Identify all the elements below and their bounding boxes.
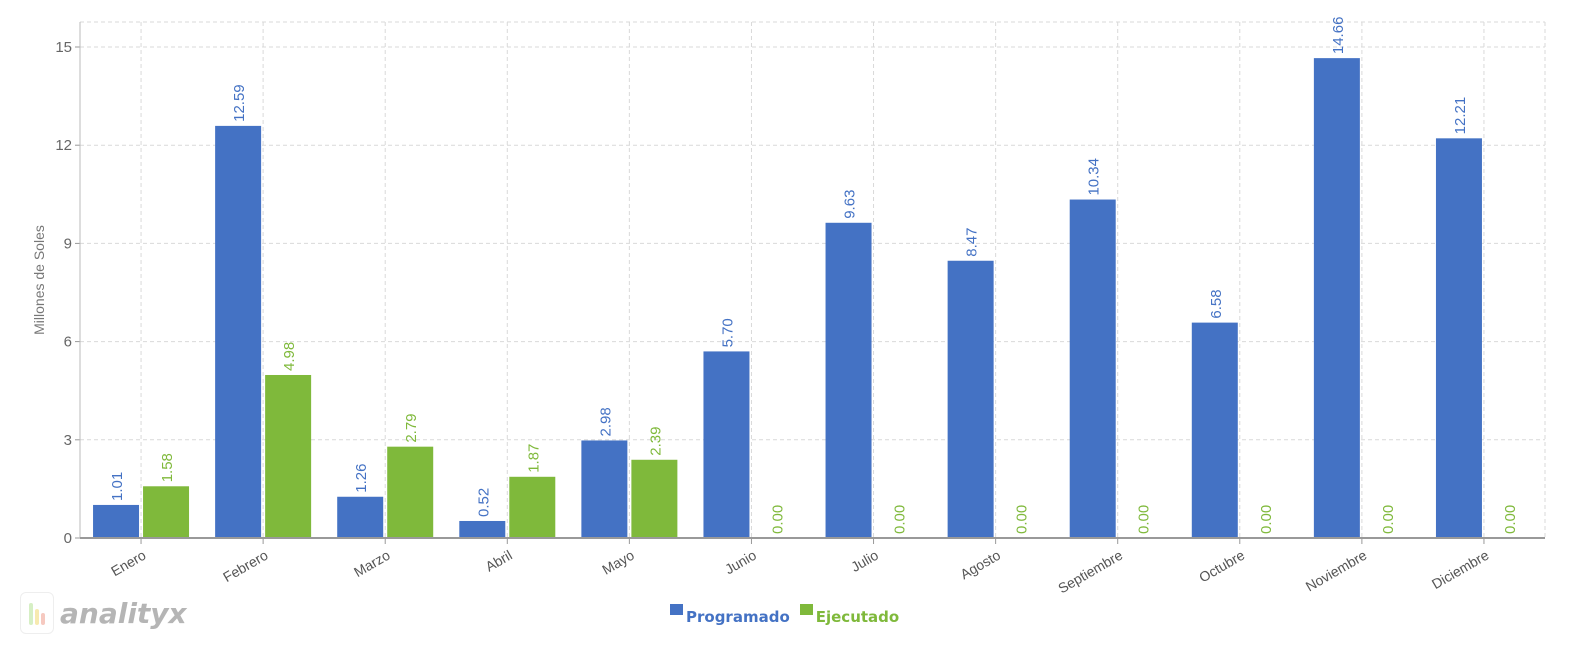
legend-swatch-ejecutado: [799, 604, 813, 615]
legend-item-programado[interactable]: Programado: [670, 604, 790, 626]
bar-ejecutado: [509, 476, 556, 538]
bar-programado: [825, 222, 872, 538]
data-label-ejecutado: 0.00: [892, 505, 909, 534]
data-label-programado: 6.58: [1208, 289, 1225, 318]
data-label-ejecutado: 4.98: [281, 342, 298, 371]
bar-programado: [581, 440, 628, 538]
data-label-ejecutado: 0.00: [769, 505, 786, 534]
bar-programado: [1313, 58, 1360, 538]
data-label-ejecutado: 0.00: [1380, 505, 1397, 534]
bar-ejecutado: [387, 446, 434, 538]
bar-ejecutado: [265, 374, 312, 538]
x-tick-label: Agosto: [957, 547, 1003, 583]
legend: Programado Ejecutado: [670, 604, 899, 626]
data-label-programado: 1.26: [353, 464, 370, 493]
bar-chart: 0 3 6 9 12 15 Millones de Soles 1.01 1.58 Enero 12…: [31, 17, 1546, 597]
logo-icon: [20, 592, 54, 634]
legend-label-programado: Programado: [686, 608, 790, 626]
y-axis-title: Millones de Soles: [31, 225, 47, 335]
y-tick-label: 6: [64, 334, 72, 351]
data-label-programado: 2.98: [597, 407, 614, 436]
data-label-programado: 10.34: [1086, 158, 1103, 196]
x-tick-label: Noviembre: [1303, 547, 1370, 595]
bar-programado: [703, 351, 750, 538]
bar-programado: [459, 520, 506, 538]
data-label-programado: 0.52: [475, 488, 492, 517]
logo-text: analityx: [60, 596, 187, 630]
y-tick-label: 3: [64, 432, 72, 449]
data-label-programado: 12.21: [1452, 97, 1469, 135]
data-label-ejecutado: 0.00: [1502, 505, 1519, 534]
bar-programado: [1191, 322, 1238, 538]
bar-ejecutado: [143, 486, 190, 538]
data-label-programado: 1.01: [109, 472, 126, 501]
x-tick-label: Septiembre: [1055, 547, 1125, 597]
x-tick-label: Mayo: [599, 547, 637, 578]
data-label-programado: 5.70: [719, 318, 736, 347]
y-tick-label: 15: [55, 39, 72, 56]
data-label-ejecutado: 1.87: [525, 444, 542, 473]
bar-programado: [337, 496, 384, 538]
legend-swatch-programado: [670, 604, 683, 615]
bar-programado: [1435, 138, 1482, 539]
legend-label-ejecutado: Ejecutado: [815, 608, 900, 626]
data-label-ejecutado: 2.39: [647, 427, 664, 456]
x-tick-label: Octubre: [1196, 547, 1247, 586]
bar-ejecutado: [631, 459, 678, 538]
y-tick-label: 9: [64, 235, 72, 252]
y-tick-label: 0: [64, 530, 72, 547]
data-label-ejecutado: 0.00: [1136, 505, 1153, 534]
data-label-ejecutado: 2.79: [403, 413, 420, 442]
legend-item-ejecutado[interactable]: Ejecutado: [799, 604, 900, 626]
data-label-ejecutado: 1.58: [159, 453, 176, 482]
x-tick-label: Marzo: [351, 547, 393, 580]
x-tick-label: Junio: [722, 547, 759, 578]
bar-programado: [1069, 199, 1116, 538]
bar-programado: [947, 260, 994, 538]
x-tick-label: Enero: [108, 547, 149, 580]
x-tick-label: Abril: [483, 547, 515, 575]
data-label-programado: 12.59: [231, 84, 248, 122]
x-tick-label: Diciembre: [1429, 547, 1492, 592]
data-label-programado: 14.66: [1330, 17, 1347, 55]
data-label-programado: 8.47: [964, 228, 981, 257]
data-label-ejecutado: 0.00: [1258, 505, 1275, 534]
x-tick-label: Julio: [848, 547, 881, 575]
bar-programado: [93, 504, 140, 538]
data-label-ejecutado: 0.00: [1014, 505, 1031, 534]
bar-programado: [215, 125, 262, 539]
data-label-programado: 9.63: [842, 190, 859, 219]
analityx-logo: analityx: [20, 592, 187, 634]
x-tick-label: Febrero: [220, 547, 271, 585]
y-tick-label: 12: [55, 137, 72, 154]
